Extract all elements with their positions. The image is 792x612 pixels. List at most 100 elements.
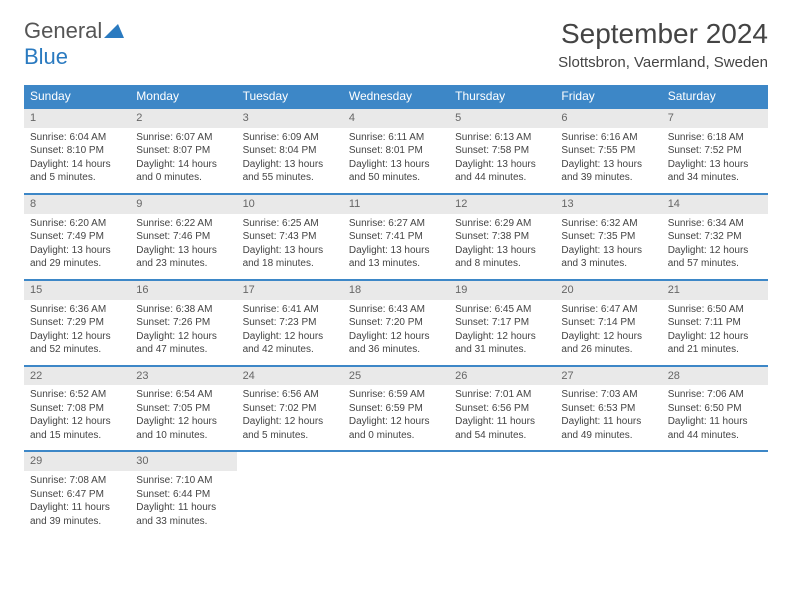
sunset-text: Sunset: 7:35 PM [561, 230, 655, 244]
sunset-text: Sunset: 6:44 PM [136, 488, 230, 502]
daylight-text: Daylight: 12 hours and 42 minutes. [243, 330, 337, 357]
day-number: 23 [130, 367, 236, 386]
daylight-text: Daylight: 12 hours and 5 minutes. [243, 415, 337, 442]
calendar-cell: 19Sunrise: 6:45 AMSunset: 7:17 PMDayligh… [449, 280, 555, 366]
sunset-text: Sunset: 7:26 PM [136, 316, 230, 330]
weekday-header: Saturday [662, 85, 768, 108]
calendar-cell: 16Sunrise: 6:38 AMSunset: 7:26 PMDayligh… [130, 280, 236, 366]
day-number: 15 [24, 281, 130, 300]
sunset-text: Sunset: 7:55 PM [561, 144, 655, 158]
logo-text-2: Blue [24, 44, 68, 69]
day-number: 28 [662, 367, 768, 386]
calendar-cell: 9Sunrise: 6:22 AMSunset: 7:46 PMDaylight… [130, 194, 236, 280]
day-number: 20 [555, 281, 661, 300]
sunrise-text: Sunrise: 6:16 AM [561, 131, 655, 145]
day-number: 22 [24, 367, 130, 386]
sunset-text: Sunset: 7:46 PM [136, 230, 230, 244]
calendar-cell: 5Sunrise: 6:13 AMSunset: 7:58 PMDaylight… [449, 108, 555, 194]
day-content: Sunrise: 6:56 AMSunset: 7:02 PMDaylight:… [237, 385, 343, 450]
calendar-row: 15Sunrise: 6:36 AMSunset: 7:29 PMDayligh… [24, 280, 768, 366]
title-block: September 2024 Slottsbron, Vaermland, Sw… [558, 18, 768, 71]
calendar-row: 8Sunrise: 6:20 AMSunset: 7:49 PMDaylight… [24, 194, 768, 280]
sunrise-text: Sunrise: 6:09 AM [243, 131, 337, 145]
sunset-text: Sunset: 7:43 PM [243, 230, 337, 244]
day-content: Sunrise: 6:54 AMSunset: 7:05 PMDaylight:… [130, 385, 236, 450]
sunset-text: Sunset: 7:41 PM [349, 230, 443, 244]
daylight-text: Daylight: 14 hours and 0 minutes. [136, 158, 230, 185]
sunrise-text: Sunrise: 7:06 AM [668, 388, 762, 402]
sunrise-text: Sunrise: 6:45 AM [455, 303, 549, 317]
day-number: 11 [343, 195, 449, 214]
day-number: 29 [24, 452, 130, 471]
calendar-cell: 11Sunrise: 6:27 AMSunset: 7:41 PMDayligh… [343, 194, 449, 280]
calendar-cell: 20Sunrise: 6:47 AMSunset: 7:14 PMDayligh… [555, 280, 661, 366]
sunset-text: Sunset: 8:10 PM [30, 144, 124, 158]
sunset-text: Sunset: 7:32 PM [668, 230, 762, 244]
day-content: Sunrise: 6:07 AMSunset: 8:07 PMDaylight:… [130, 128, 236, 193]
day-number: 7 [662, 109, 768, 128]
day-content: Sunrise: 6:22 AMSunset: 7:46 PMDaylight:… [130, 214, 236, 279]
daylight-text: Daylight: 13 hours and 39 minutes. [561, 158, 655, 185]
sunset-text: Sunset: 6:59 PM [349, 402, 443, 416]
sunrise-text: Sunrise: 6:50 AM [668, 303, 762, 317]
calendar-row: 1Sunrise: 6:04 AMSunset: 8:10 PMDaylight… [24, 108, 768, 194]
weekday-header: Monday [130, 85, 236, 108]
calendar-cell-empty: .. [237, 451, 343, 536]
day-content: Sunrise: 6:20 AMSunset: 7:49 PMDaylight:… [24, 214, 130, 279]
day-number: 27 [555, 367, 661, 386]
sunset-text: Sunset: 7:58 PM [455, 144, 549, 158]
sunset-text: Sunset: 7:08 PM [30, 402, 124, 416]
day-number: 3 [237, 109, 343, 128]
day-content: Sunrise: 6:04 AMSunset: 8:10 PMDaylight:… [24, 128, 130, 193]
weekday-header: Thursday [449, 85, 555, 108]
daylight-text: Daylight: 12 hours and 15 minutes. [30, 415, 124, 442]
daylight-text: Daylight: 11 hours and 49 minutes. [561, 415, 655, 442]
calendar-cell: 27Sunrise: 7:03 AMSunset: 6:53 PMDayligh… [555, 366, 661, 452]
sunrise-text: Sunrise: 6:52 AM [30, 388, 124, 402]
calendar-row: 29Sunrise: 7:08 AMSunset: 6:47 PMDayligh… [24, 451, 768, 536]
daylight-text: Daylight: 12 hours and 21 minutes. [668, 330, 762, 357]
calendar-cell: 26Sunrise: 7:01 AMSunset: 6:56 PMDayligh… [449, 366, 555, 452]
sunrise-text: Sunrise: 6:59 AM [349, 388, 443, 402]
calendar-cell: 3Sunrise: 6:09 AMSunset: 8:04 PMDaylight… [237, 108, 343, 194]
sunrise-text: Sunrise: 7:01 AM [455, 388, 549, 402]
calendar-cell: 17Sunrise: 6:41 AMSunset: 7:23 PMDayligh… [237, 280, 343, 366]
day-number: 16 [130, 281, 236, 300]
calendar-cell: 7Sunrise: 6:18 AMSunset: 7:52 PMDaylight… [662, 108, 768, 194]
sunset-text: Sunset: 8:01 PM [349, 144, 443, 158]
calendar-cell: 23Sunrise: 6:54 AMSunset: 7:05 PMDayligh… [130, 366, 236, 452]
sunset-text: Sunset: 6:50 PM [668, 402, 762, 416]
day-content: Sunrise: 6:11 AMSunset: 8:01 PMDaylight:… [343, 128, 449, 193]
day-number: 26 [449, 367, 555, 386]
daylight-text: Daylight: 13 hours and 55 minutes. [243, 158, 337, 185]
daylight-text: Daylight: 13 hours and 50 minutes. [349, 158, 443, 185]
calendar-cell: 8Sunrise: 6:20 AMSunset: 7:49 PMDaylight… [24, 194, 130, 280]
sunset-text: Sunset: 7:02 PM [243, 402, 337, 416]
sunset-text: Sunset: 7:05 PM [136, 402, 230, 416]
calendar-cell: 30Sunrise: 7:10 AMSunset: 6:44 PMDayligh… [130, 451, 236, 536]
day-number: 30 [130, 452, 236, 471]
calendar-cell-empty: .. [555, 451, 661, 536]
day-content: Sunrise: 6:52 AMSunset: 7:08 PMDaylight:… [24, 385, 130, 450]
logo-triangle-icon [104, 18, 124, 44]
calendar-cell: 28Sunrise: 7:06 AMSunset: 6:50 PMDayligh… [662, 366, 768, 452]
day-content: Sunrise: 6:34 AMSunset: 7:32 PMDaylight:… [662, 214, 768, 279]
day-content: Sunrise: 6:27 AMSunset: 7:41 PMDaylight:… [343, 214, 449, 279]
daylight-text: Daylight: 11 hours and 39 minutes. [30, 501, 124, 528]
day-content: Sunrise: 6:47 AMSunset: 7:14 PMDaylight:… [555, 300, 661, 365]
sunrise-text: Sunrise: 6:47 AM [561, 303, 655, 317]
daylight-text: Daylight: 13 hours and 23 minutes. [136, 244, 230, 271]
logo-text-1: General [24, 18, 102, 43]
day-content: Sunrise: 6:16 AMSunset: 7:55 PMDaylight:… [555, 128, 661, 193]
weekday-header: Wednesday [343, 85, 449, 108]
day-content: Sunrise: 6:29 AMSunset: 7:38 PMDaylight:… [449, 214, 555, 279]
sunset-text: Sunset: 7:29 PM [30, 316, 124, 330]
day-number: 10 [237, 195, 343, 214]
calendar-cell: 13Sunrise: 6:32 AMSunset: 7:35 PMDayligh… [555, 194, 661, 280]
calendar-cell: 1Sunrise: 6:04 AMSunset: 8:10 PMDaylight… [24, 108, 130, 194]
day-content: Sunrise: 7:06 AMSunset: 6:50 PMDaylight:… [662, 385, 768, 450]
calendar-cell: 29Sunrise: 7:08 AMSunset: 6:47 PMDayligh… [24, 451, 130, 536]
sunset-text: Sunset: 8:07 PM [136, 144, 230, 158]
sunrise-text: Sunrise: 6:18 AM [668, 131, 762, 145]
calendar-table: Sunday Monday Tuesday Wednesday Thursday… [24, 85, 768, 536]
